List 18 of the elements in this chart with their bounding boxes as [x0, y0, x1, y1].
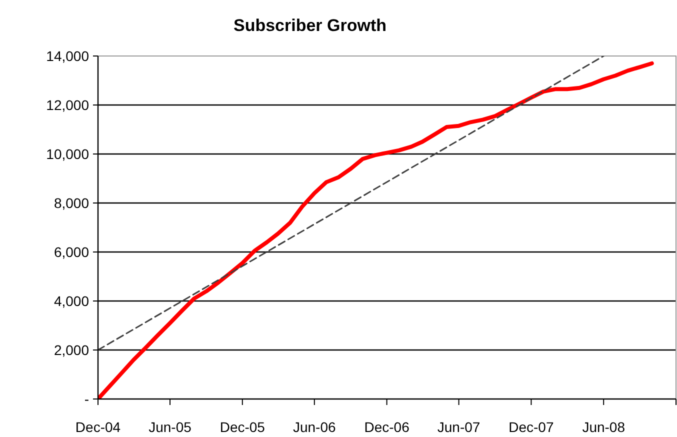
y-tick-label: 2,000 — [54, 342, 90, 358]
x-tick-label: Dec-05 — [220, 419, 266, 435]
y-tick-label: 6,000 — [54, 244, 90, 260]
y-tick-label: 10,000 — [46, 146, 90, 162]
y-tick-label: 14,000 — [46, 48, 90, 64]
line-series — [98, 61, 654, 399]
y-tick-label: 12,000 — [46, 97, 90, 113]
x-tick-label: Dec-04 — [75, 419, 121, 435]
x-tick-label: Jun-06 — [293, 419, 336, 435]
x-tick-label: Jun-08 — [582, 419, 626, 435]
y-tick-label: 8,000 — [54, 195, 90, 211]
x-tick-label: Dec-06 — [364, 419, 410, 435]
x-tick-label: Jun-05 — [148, 419, 192, 435]
chart-title: Subscriber Growth — [233, 16, 387, 35]
y-tick-label: 4,000 — [54, 293, 90, 309]
x-tick-label: Dec-07 — [508, 419, 554, 435]
y-tick-label: - — [84, 391, 90, 407]
x-tick-label: Jun-07 — [437, 419, 480, 435]
